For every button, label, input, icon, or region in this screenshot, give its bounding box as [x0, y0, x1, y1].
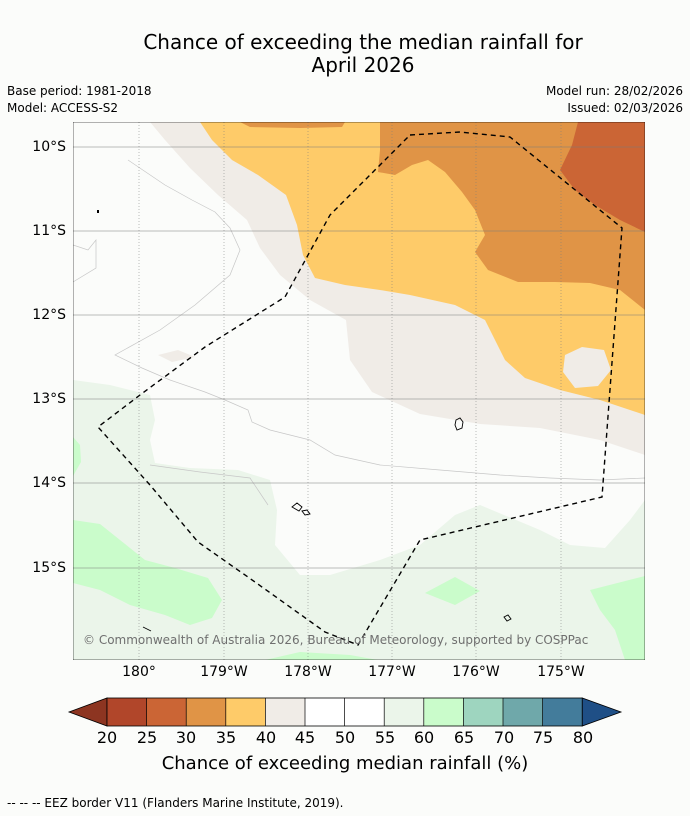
contour-30-35-top: [240, 122, 345, 128]
map-title: Chance of exceeding the median rainfall …: [0, 31, 690, 77]
lon-label: 180°: [122, 664, 156, 680]
contour-60-65-west: [73, 520, 222, 625]
colorbar-tick-label: 25: [136, 728, 158, 747]
model-name: Model: ACCESS-S2: [7, 101, 119, 115]
colorbar-tick-label: 55: [374, 728, 396, 747]
colorbar-over-arrow: [581, 697, 623, 727]
colorbar-tick-label: 30: [175, 728, 197, 747]
colorbar-title: Chance of exceeding median rainfall (%): [161, 753, 529, 774]
lat-label: 13°S: [32, 391, 66, 407]
contour-60-65-edge: [73, 437, 81, 476]
contour-line-lower: [149, 464, 269, 506]
title-line-1: Chance of exceeding the median rainfall …: [143, 30, 583, 54]
title-line-2: April 2026: [311, 53, 415, 77]
island-north: [454, 417, 464, 431]
colorbar: [67, 697, 623, 727]
lon-label: 175°W: [537, 664, 585, 680]
lat-label: 14°S: [32, 475, 66, 491]
colorbar-tick-label: 70: [493, 728, 515, 747]
colorbar-outline: [106, 697, 583, 727]
contour-60-65-east: [590, 576, 645, 660]
lat-label: 10°S: [32, 139, 66, 155]
base-period: Base period: 1981-2018: [7, 84, 152, 98]
lat-label: 15°S: [32, 560, 66, 576]
colorbar-swatch: [265, 698, 305, 726]
lon-label: 179°W: [200, 664, 248, 680]
colorbar-swatch: [186, 698, 226, 726]
lon-label: 177°W: [368, 664, 416, 680]
lat-label: 12°S: [32, 307, 66, 323]
colorbar-under-arrow: [67, 697, 108, 727]
colorbar-swatch: [503, 698, 543, 726]
meta-left: Base period: 1981-2018 Model: ACCESS-S2: [7, 83, 152, 117]
contour-line-central: [114, 159, 645, 481]
lat-label: 11°S: [32, 223, 66, 239]
islet-far-west: [97, 210, 99, 213]
colorbar-swatch: [344, 698, 385, 726]
island-south: [503, 614, 512, 622]
colorbar-swatch: [305, 698, 345, 726]
contour-55-60: [73, 380, 645, 660]
colorbar-swatch: [423, 698, 464, 726]
colorbar-tick-label: 40: [255, 728, 277, 747]
lon-label: 178°W: [284, 664, 332, 680]
colorbar-swatch: [146, 698, 187, 726]
model-run: Model run: 28/02/2026: [545, 84, 683, 98]
island-west: [291, 502, 311, 516]
colorbar-tick-label: 35: [215, 728, 237, 747]
issued-date: Issued: 02/03/2026: [567, 101, 683, 115]
lon-label: 176°W: [452, 664, 500, 680]
colorbar-tick-label: 45: [294, 728, 316, 747]
colorbar-swatch: [225, 698, 266, 726]
contour-40-45-islet: [158, 350, 195, 362]
meta-right: Model run: 28/02/2026 Issued: 02/03/2026: [546, 83, 683, 117]
colorbar-swatch: [384, 698, 424, 726]
colorbar-tick-label: 65: [453, 728, 475, 747]
islet-southwest: [142, 626, 152, 632]
colorbar-swatch: [542, 698, 583, 726]
colorbar-swatch: [463, 698, 503, 726]
eez-footnote: -- -- -- EEZ border V11 (Flanders Marine…: [7, 796, 344, 810]
contour-60-65-mid: [425, 577, 480, 605]
colorbar-swatch: [107, 698, 147, 726]
colorbar-tick-label: 80: [572, 728, 594, 747]
contour-60-65-south: [265, 652, 378, 660]
contour-25-30: [560, 122, 645, 232]
contour-40-45-pocket: [563, 347, 611, 388]
contour-line-west: [73, 239, 97, 283]
colorbar-tick-label: 60: [413, 728, 435, 747]
colorbar-tick-label: 20: [96, 728, 118, 747]
graticule: [73, 122, 645, 660]
colorbar-tick-label: 50: [334, 728, 356, 747]
colorbar-tick-label: 75: [532, 728, 554, 747]
copyright-notice: © Commonwealth of Australia 2026, Bureau…: [83, 633, 589, 647]
map-panel: [73, 122, 645, 660]
